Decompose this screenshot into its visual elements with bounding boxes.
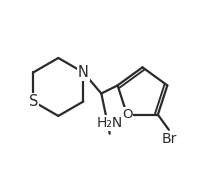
Text: S: S [29,94,38,109]
Text: O: O [122,108,132,121]
Text: N: N [78,65,89,80]
Text: Br: Br [161,132,177,146]
Text: H₂N: H₂N [97,116,123,130]
